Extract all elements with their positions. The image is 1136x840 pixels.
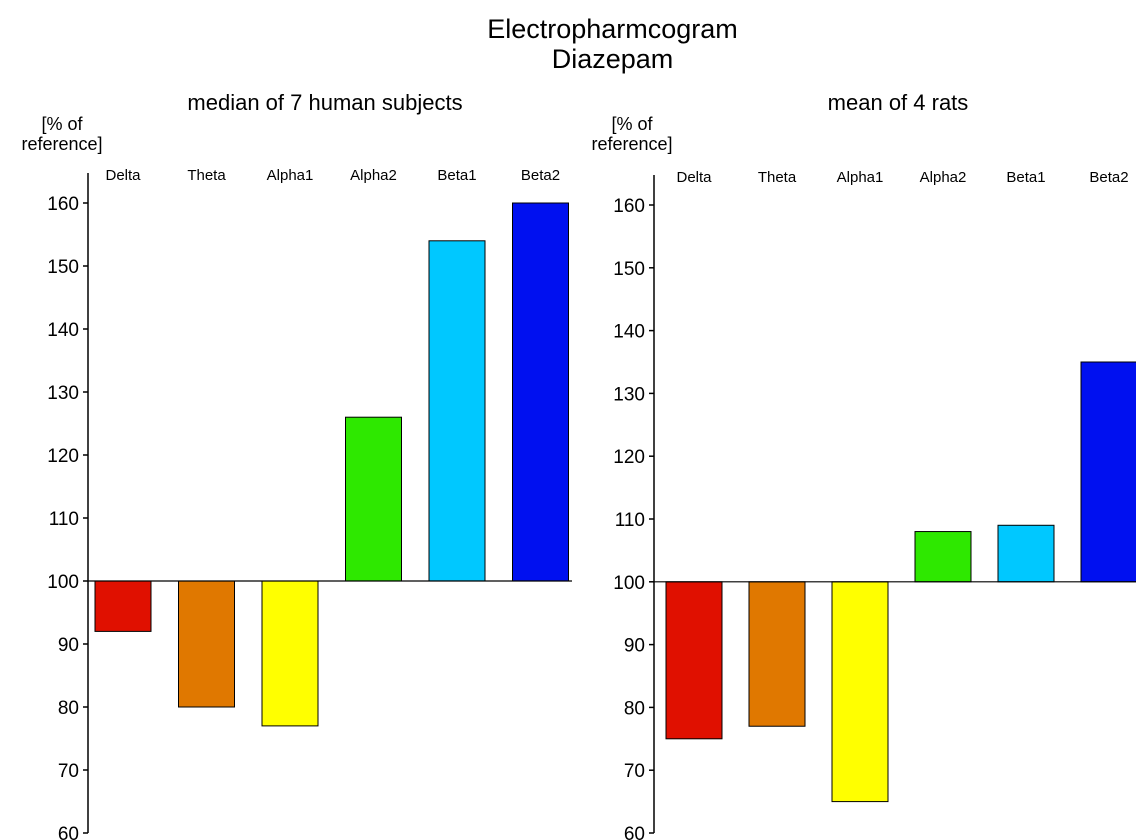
panel-title: median of 7 human subjects [187,90,462,115]
y-tick-label: 70 [58,761,79,782]
category-label: Alpha1 [267,167,314,184]
bar-theta [178,580,235,708]
y-tick-label: 110 [615,510,645,531]
bar-theta [748,581,806,727]
y-tick-label: 150 [47,257,79,278]
category-label: Beta2 [1089,169,1128,186]
y-tick-label: 130 [613,384,645,405]
y-tick-label: 120 [613,447,645,468]
y-tick-label: 150 [613,259,645,280]
category-label: Theta [758,169,797,186]
y-tick-label: 60 [58,824,79,840]
bar-delta [665,581,723,740]
y-tick-label: 70 [624,761,645,782]
y-tick-label: 60 [624,824,645,840]
y-axis-label: [% of [41,114,83,134]
y-tick-label: 100 [47,572,79,593]
panel-title: mean of 4 rats [828,90,969,115]
y-tick-label: 80 [624,698,645,719]
y-axis-label: [% of [611,114,653,134]
bar-delta [94,580,152,632]
y-tick-label: 100 [613,573,645,594]
category-label: Delta [676,169,712,186]
chart-title: Electropharmcogram [487,14,738,44]
category-label: Beta1 [437,167,476,184]
bar-beta2 [512,202,569,582]
category-label: Alpha2 [920,169,967,186]
category-label: Beta1 [1006,169,1045,186]
y-tick-label: 140 [47,320,79,341]
bar-alpha1 [831,581,889,803]
chart-panel-1: median of 7 human subjects [% ofreference… [21,90,572,840]
y-tick-label: 90 [58,635,79,656]
bar-alpha1 [261,580,319,727]
y-tick-label: 160 [47,194,79,215]
category-label: Delta [105,167,141,184]
category-label: Beta2 [521,167,560,184]
bar-beta1 [997,524,1055,583]
bar-alpha2 [345,416,402,582]
y-tick-label: 80 [58,698,79,719]
y-tick-label: 90 [624,636,645,657]
y-tick-label: 120 [47,446,79,467]
category-label: Alpha1 [837,169,884,186]
y-tick-label: 110 [49,509,79,530]
y-tick-label: 160 [613,196,645,217]
y-tick-label: 130 [47,383,79,404]
bar-alpha2 [914,531,972,583]
category-label: Alpha2 [350,167,397,184]
bar-beta1 [428,240,486,582]
bar-beta2 [1080,361,1136,583]
y-tick-label: 140 [613,322,645,343]
chart-subtitle: Diazepam [551,44,674,74]
category-label: Theta [187,167,226,184]
y-axis-label: reference] [21,134,102,154]
y-axis-label: reference] [591,134,672,154]
